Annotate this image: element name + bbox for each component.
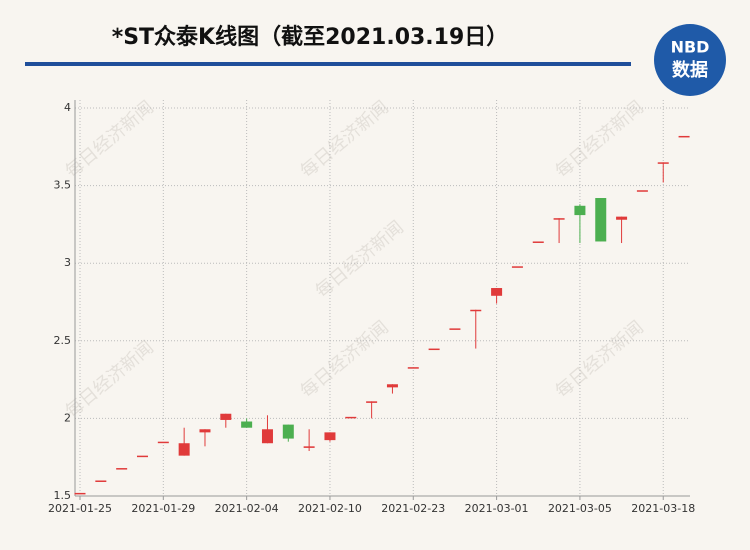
candle-body: [220, 413, 232, 420]
y-tick-label: 4: [64, 101, 71, 114]
candle-body: [657, 162, 669, 164]
candle-body: [491, 288, 503, 296]
chart-title: *ST众泰K线图（截至2021.03.19日）: [112, 24, 509, 50]
candle-body: [595, 198, 607, 242]
x-tick-label: 2021-03-18: [631, 502, 695, 515]
candle-body: [178, 443, 190, 456]
candle-body: [241, 421, 253, 428]
y-tick-label: 2.5: [54, 334, 72, 347]
candle-body: [616, 216, 628, 220]
y-tick-label: 2: [64, 411, 71, 424]
x-tick-label: 2021-03-05: [548, 502, 612, 515]
candle-body: [303, 446, 315, 448]
candle-body: [428, 348, 440, 351]
x-tick-label: 2021-03-01: [465, 502, 529, 515]
logo-bottom: 数据: [672, 59, 708, 81]
candle-body: [345, 416, 357, 419]
logo-top: NBD: [671, 38, 710, 57]
candle-body: [157, 441, 169, 444]
candle-body: [324, 432, 336, 441]
x-tick-label: 2021-01-29: [131, 502, 195, 515]
x-tick-label: 2021-02-23: [381, 502, 445, 515]
x-tick-label: 2021-02-10: [298, 502, 362, 515]
candle-body: [470, 309, 482, 312]
title-rule: [25, 62, 631, 66]
candle-body: [574, 205, 586, 216]
candle-body: [95, 480, 107, 482]
candle-body: [511, 266, 523, 268]
candle-body: [678, 135, 690, 138]
y-tick-label: 3: [64, 256, 71, 269]
candle-body: [636, 190, 648, 192]
candle-body: [116, 468, 128, 470]
candle-body: [532, 241, 544, 243]
candle-body: [199, 429, 211, 433]
x-tick-label: 2021-01-25: [48, 502, 112, 515]
candle-body: [282, 424, 294, 439]
candle-body: [136, 455, 148, 458]
candle-body: [74, 492, 86, 495]
x-tick-label: 2021-02-04: [215, 502, 279, 515]
candle-body: [407, 367, 419, 369]
candle-body: [366, 401, 378, 403]
y-tick-label: 1.5: [54, 489, 72, 502]
logo: [654, 24, 726, 96]
candle-body: [386, 384, 398, 388]
candle-body: [449, 328, 461, 330]
candle-body: [261, 429, 273, 444]
candle-body: [553, 218, 565, 220]
y-tick-label: 3.5: [54, 179, 72, 192]
